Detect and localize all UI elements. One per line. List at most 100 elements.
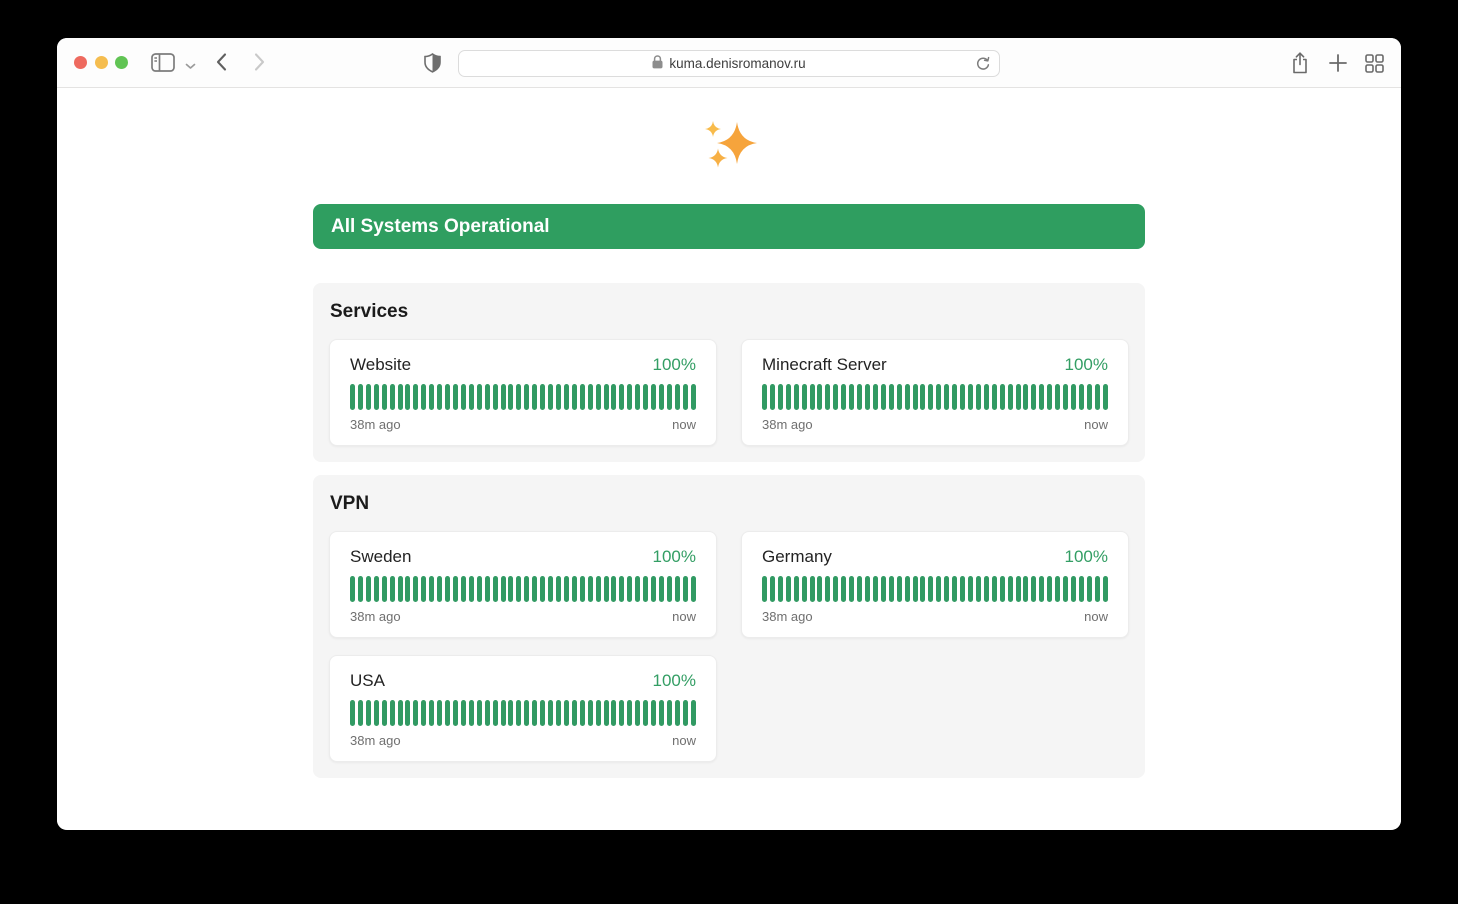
beat-up <box>421 576 427 602</box>
beat-up <box>880 384 886 410</box>
zoom-button[interactable] <box>115 56 128 69</box>
monitor-name: Minecraft Server <box>762 355 887 374</box>
close-button[interactable] <box>74 56 87 69</box>
overall-status-banner: All Systems Operational <box>313 204 1145 249</box>
beat-up <box>587 384 593 410</box>
timeline-end: now <box>672 417 696 432</box>
beat-up <box>587 700 593 726</box>
timeline-start: 38m ago <box>762 609 813 624</box>
beat-up <box>373 576 379 602</box>
beat-up <box>849 576 855 602</box>
reload-icon <box>975 56 991 75</box>
beat-up <box>896 384 902 410</box>
beat-up <box>872 576 878 602</box>
minimize-button[interactable] <box>94 56 108 69</box>
address-bar[interactable]: kuma.denisromanov.ru <box>458 50 1000 77</box>
beat-up <box>524 700 530 726</box>
beat-up <box>690 700 696 726</box>
monitor-uptime: 100% <box>1064 547 1108 566</box>
tab-overview-button[interactable] <box>1365 54 1384 76</box>
timeline-start: 38m ago <box>350 733 401 748</box>
forward-icon <box>254 53 265 74</box>
beat-up <box>468 384 474 410</box>
beat-up <box>643 700 649 726</box>
monitor-card: Minecraft Server 100% 38m ago now <box>741 339 1129 446</box>
beat-up <box>1070 384 1076 410</box>
beat-up <box>627 384 633 410</box>
monitor-grid: Website 100% 38m ago now Minecraft Serve… <box>329 339 1129 446</box>
beat-up <box>960 384 966 410</box>
beat-up <box>421 384 427 410</box>
beat-up <box>967 384 973 410</box>
beat-up <box>817 384 823 410</box>
monitor-group: Services Website 100% 38m ago now Minecr… <box>313 283 1145 462</box>
beat-up <box>500 576 506 602</box>
beat-up <box>777 384 783 410</box>
beat-up <box>817 576 823 602</box>
beat-up <box>999 384 1005 410</box>
beat-up <box>841 576 847 602</box>
heartbeat-bar <box>350 700 696 726</box>
beat-up <box>1007 576 1013 602</box>
beat-up <box>690 384 696 410</box>
beat-up <box>524 384 530 410</box>
beat-up <box>1078 384 1084 410</box>
monitor-name: Germany <box>762 547 832 566</box>
beat-up <box>999 576 1005 602</box>
share-button[interactable] <box>1290 51 1310 78</box>
beat-up <box>587 576 593 602</box>
beat-up <box>666 576 672 602</box>
beat-up <box>904 576 910 602</box>
beat-up <box>611 576 617 602</box>
beat-up <box>682 384 688 410</box>
beat-up <box>460 700 466 726</box>
beat-up <box>833 576 839 602</box>
beat-up <box>595 576 601 602</box>
beat-up <box>888 384 894 410</box>
beat-up <box>801 576 807 602</box>
beat-up <box>389 384 395 410</box>
heartbeat-bar <box>762 576 1108 602</box>
beat-up <box>492 576 498 602</box>
beat-up <box>532 576 538 602</box>
status-sections: Services Website 100% 38m ago now Minecr… <box>313 283 1145 778</box>
beat-up <box>365 700 371 726</box>
beat-up <box>619 384 625 410</box>
beat-up <box>571 384 577 410</box>
beat-up <box>682 700 688 726</box>
beat-up <box>762 576 767 602</box>
beat-up <box>912 384 918 410</box>
timeline-start: 38m ago <box>762 417 813 432</box>
beat-up <box>619 700 625 726</box>
beat-up <box>904 384 910 410</box>
beat-up <box>864 576 870 602</box>
beat-up <box>1031 384 1037 410</box>
beat-up <box>445 576 451 602</box>
beat-up <box>785 576 791 602</box>
beat-up <box>484 576 490 602</box>
beat-up <box>381 576 387 602</box>
privacy-report-button[interactable] <box>424 53 441 76</box>
back-button[interactable] <box>216 53 227 74</box>
sidebar-menu-button[interactable] <box>185 58 196 73</box>
monitor-grid: Sweden 100% 38m ago now Germany 100% 38m… <box>329 531 1129 762</box>
beat-up <box>1102 576 1108 602</box>
beat-up <box>1086 576 1092 602</box>
beat-up <box>452 576 458 602</box>
new-tab-button[interactable] <box>1329 54 1347 75</box>
beat-up <box>484 700 490 726</box>
beat-up <box>492 700 498 726</box>
timeline-start: 38m ago <box>350 609 401 624</box>
beat-up <box>445 700 451 726</box>
forward-button[interactable] <box>254 53 265 74</box>
beat-up <box>651 700 657 726</box>
beat-up <box>532 384 538 410</box>
beat-up <box>579 576 585 602</box>
beat-up <box>603 576 609 602</box>
beat-up <box>595 384 601 410</box>
beat-up <box>627 700 633 726</box>
reload-button[interactable] <box>975 56 991 75</box>
back-icon <box>216 53 227 74</box>
sidebar-toggle-button[interactable] <box>151 53 175 75</box>
beat-up <box>476 384 482 410</box>
